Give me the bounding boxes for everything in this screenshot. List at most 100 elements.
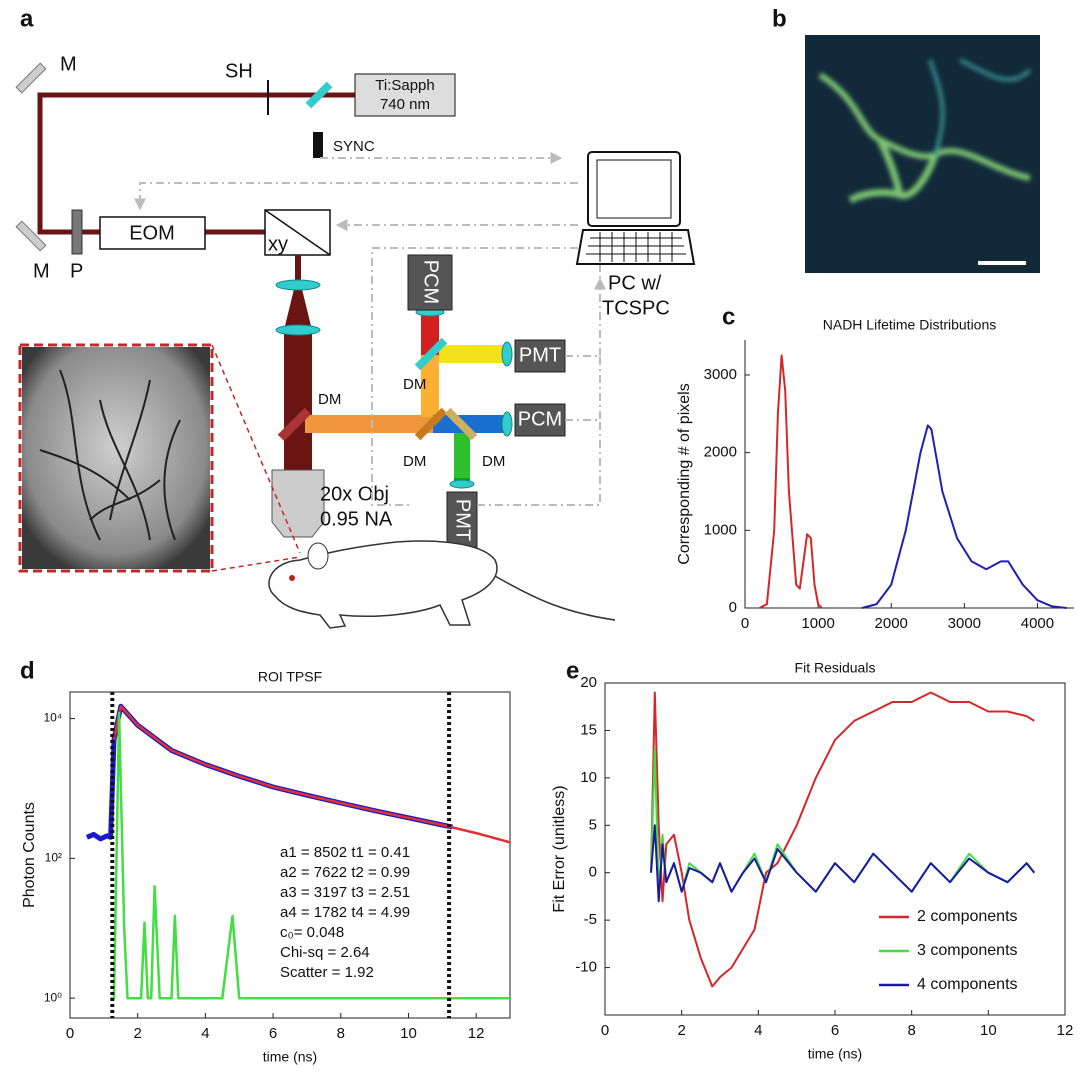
x-tick-label: 6 <box>831 1022 839 1039</box>
chart: 0 2 4 6 8 10 12 10⁰ 10² 10⁴ ROI TPSF time (ns) Photo… <box>21 669 511 1065</box>
y-axis-label: Fit Error (unitless) <box>551 785 568 912</box>
mirror <box>15 220 47 252</box>
panel-label: e <box>566 657 579 684</box>
x-tick-label: 10 <box>400 1025 417 1042</box>
annotation: a4 = 1782 t4 = 4.99 <box>280 904 410 921</box>
label: PC w/ <box>608 272 662 294</box>
annotation: a2 = 7622 t2 = 0.99 <box>280 864 410 881</box>
mirror <box>15 62 47 94</box>
x-tick-label: 2 <box>677 1022 685 1039</box>
x-tick-label: 1000 <box>801 615 834 632</box>
series-line <box>650 824 1036 903</box>
x-tick-label: 4000 <box>1021 615 1054 632</box>
dichroic <box>277 407 311 441</box>
pmt-box <box>514 339 566 373</box>
x-tick-label: 4 <box>754 1022 762 1039</box>
label: DM <box>403 453 426 470</box>
series-line <box>85 703 454 842</box>
panel-label: c <box>722 303 735 330</box>
x-axis-label: time (ns) <box>263 1049 317 1065</box>
label: PCM <box>518 408 562 430</box>
y-tick-label: -10 <box>575 959 597 976</box>
series-line <box>759 354 823 609</box>
pcm-box <box>407 254 453 311</box>
label: 0.95 NA <box>320 508 393 530</box>
y-tick-label: 10² <box>45 851 62 865</box>
y-axis-label: Photon Counts <box>21 802 38 908</box>
x-tick-label: 12 <box>468 1025 485 1042</box>
label: PMT <box>452 499 474 541</box>
y-tick-label: 20 <box>580 674 597 691</box>
legend-label: 2 components <box>917 908 1018 925</box>
legend-label: 4 components <box>917 976 1018 993</box>
plot-frame <box>69 691 511 1019</box>
series-line <box>112 705 511 844</box>
y-tick-label: 0 <box>589 864 597 881</box>
chart-title: NADH Lifetime Distributions <box>823 317 997 333</box>
x-tick-label: 3000 <box>948 615 981 632</box>
label: SYNC <box>333 138 375 155</box>
panel-label: d <box>20 657 35 684</box>
laser-box <box>354 73 456 117</box>
label: TCSPC <box>602 297 670 319</box>
x-tick-label: 0 <box>601 1022 609 1039</box>
objective <box>271 469 325 538</box>
x-tick-label: 2 <box>134 1025 142 1042</box>
label: EOM <box>129 222 175 244</box>
label: SH <box>225 60 253 82</box>
splitter <box>305 81 333 109</box>
label: DM <box>403 376 426 393</box>
series-line <box>861 424 1067 609</box>
label: M <box>60 53 77 75</box>
label: DM <box>482 453 505 470</box>
emission-beam <box>305 415 433 433</box>
y-tick-label: 5 <box>589 816 597 833</box>
label: Ti:Sapph <box>375 77 434 94</box>
image-panel <box>805 35 1040 273</box>
panel-label: a <box>20 5 34 32</box>
panel-label: b <box>772 5 787 32</box>
x-tick-label: 10 <box>980 1022 997 1039</box>
series-line <box>110 711 510 1000</box>
eom-box <box>99 216 206 250</box>
y-tick-label: 15 <box>580 721 597 738</box>
x-tick-label: 0 <box>66 1025 74 1042</box>
label: P <box>70 260 83 282</box>
y-tick-label: 1000 <box>704 521 737 538</box>
annotation: Scatter = 1.92 <box>280 964 374 981</box>
annotation: a3 = 3197 t3 = 2.51 <box>280 884 410 901</box>
sync-detector <box>313 132 323 158</box>
chart-title: Fit Residuals <box>795 660 876 676</box>
x-tick-label: 2000 <box>875 615 908 632</box>
chart: 0 2 4 6 8 10 12 -10 -5 0 5 10 15 20 Fit Residuals time … <box>551 660 1073 1062</box>
x-tick-label: 0 <box>741 615 749 632</box>
setup-diagram: M M SH Ti:Sapph 740 nm SYNC P EOM xy 20x… <box>15 53 696 629</box>
y-tick-label: 10 <box>580 769 597 786</box>
x-axis-label: time (ns) <box>808 1046 862 1062</box>
legend-label: 3 components <box>917 942 1018 959</box>
polarizer <box>71 209 83 255</box>
annotation: c₀= 0.048 <box>280 924 344 941</box>
label: 740 nm <box>380 96 430 113</box>
brain-image <box>22 347 210 569</box>
pcm-box <box>514 403 566 437</box>
y-tick-label: 10⁰ <box>44 990 62 1004</box>
mouse <box>268 540 616 629</box>
y-tick-label: 10⁴ <box>43 711 62 725</box>
x-tick-label: 6 <box>269 1025 277 1042</box>
label: DM <box>318 391 341 408</box>
y-tick-label: 3000 <box>704 366 737 383</box>
x-tick-label: 4 <box>201 1025 209 1042</box>
chart-title: ROI TPSF <box>258 669 322 685</box>
pmt-box <box>446 491 478 548</box>
x-tick-label: 8 <box>907 1022 915 1039</box>
label: PMT <box>519 344 561 366</box>
annotation: Chi-sq = 2.64 <box>280 944 370 961</box>
x-tick-label: 8 <box>337 1025 345 1042</box>
x-tick-label: 12 <box>1057 1022 1074 1039</box>
y-tick-label: 2000 <box>704 444 737 461</box>
label: xy <box>268 233 288 255</box>
panel-labels: a b c d e <box>20 5 787 684</box>
y-axis-label: Corresponding # of pixels <box>676 383 693 564</box>
